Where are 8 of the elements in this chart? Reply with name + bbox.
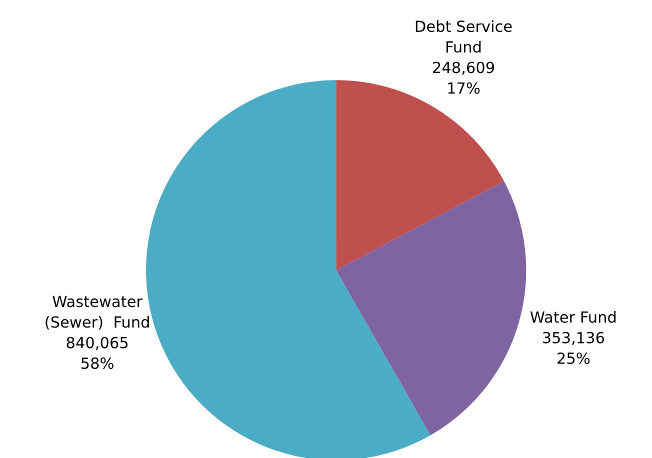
- slice-label: Debt Service Fund: [416, 20, 512, 53]
- pie-slice: [336, 80, 504, 270]
- slice-label: Water Fund: [530, 311, 616, 323]
- data-label: 248,609 17%: [433, 62, 494, 94]
- data-label: 840,065 58%: [66, 336, 128, 369]
- slice-label: Wastewater (Sewer) Fund: [46, 296, 149, 330]
- data-label: 353,136 25%: [542, 332, 604, 364]
- pie-slice: [336, 181, 526, 436]
